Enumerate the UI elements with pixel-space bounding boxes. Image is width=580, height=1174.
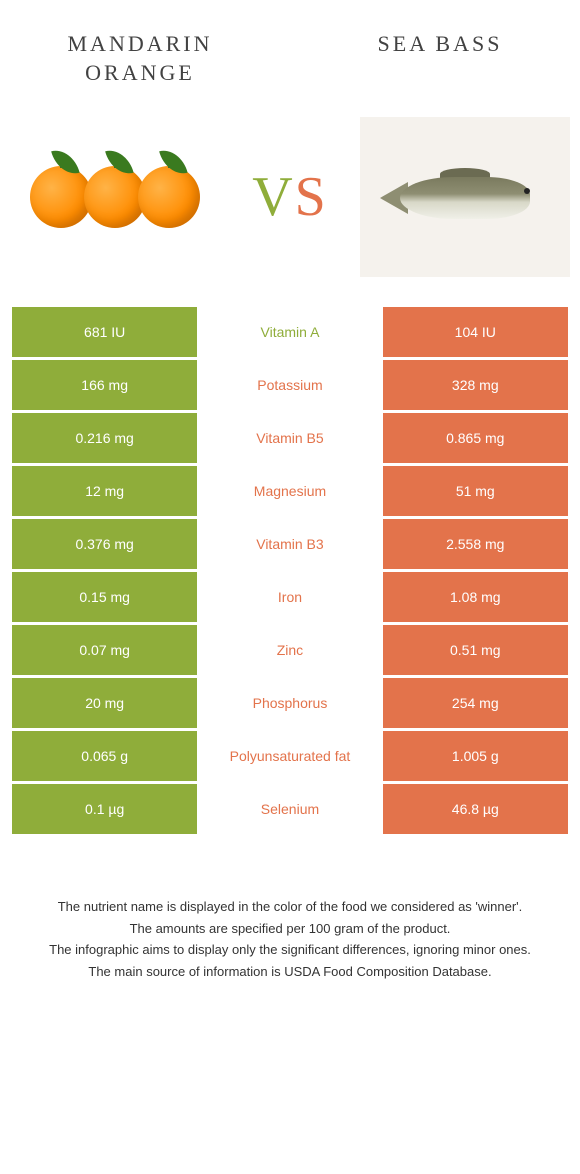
left-value-cell: 0.216 mg bbox=[12, 413, 197, 463]
nutrient-name-cell: Zinc bbox=[197, 625, 382, 675]
left-value-cell: 12 mg bbox=[12, 466, 197, 516]
footer-notes: The nutrient name is displayed in the co… bbox=[0, 837, 580, 1003]
nutrient-name-cell: Vitamin A bbox=[197, 307, 382, 357]
footer-line: The infographic aims to display only the… bbox=[30, 940, 550, 960]
nutrient-name-cell: Phosphorus bbox=[197, 678, 382, 728]
footer-line: The nutrient name is displayed in the co… bbox=[30, 897, 550, 917]
table-row: 12 mgMagnesium51 mg bbox=[12, 466, 568, 516]
nutrient-name-cell: Iron bbox=[197, 572, 382, 622]
right-value-cell: 254 mg bbox=[383, 678, 568, 728]
left-value-cell: 166 mg bbox=[12, 360, 197, 410]
left-value-cell: 681 IU bbox=[12, 307, 197, 357]
vs-s-letter: S bbox=[295, 166, 328, 228]
table-row: 681 IUVitamin A104 IU bbox=[12, 307, 568, 357]
nutrient-name-cell: Vitamin B5 bbox=[197, 413, 382, 463]
left-value-cell: 0.376 mg bbox=[12, 519, 197, 569]
right-value-cell: 2.558 mg bbox=[383, 519, 568, 569]
table-row: 20 mgPhosphorus254 mg bbox=[12, 678, 568, 728]
footer-line: The main source of information is USDA F… bbox=[30, 962, 550, 982]
table-row: 0.1 µgSelenium46.8 µg bbox=[12, 784, 568, 834]
left-food-title: MANDARIN ORANGE bbox=[40, 30, 240, 87]
nutrient-name-cell: Polyunsaturated fat bbox=[197, 731, 382, 781]
nutrient-table: 681 IUVitamin A104 IU166 mgPotassium328 … bbox=[0, 307, 580, 834]
fish-icon bbox=[370, 162, 560, 232]
vs-label: VS bbox=[252, 165, 328, 229]
table-row: 0.15 mgIron1.08 mg bbox=[12, 572, 568, 622]
left-value-cell: 0.15 mg bbox=[12, 572, 197, 622]
nutrient-name-cell: Magnesium bbox=[197, 466, 382, 516]
right-value-cell: 0.51 mg bbox=[383, 625, 568, 675]
left-value-cell: 20 mg bbox=[12, 678, 197, 728]
nutrient-name-cell: Selenium bbox=[197, 784, 382, 834]
left-value-cell: 0.065 g bbox=[12, 731, 197, 781]
header: MANDARIN ORANGE SEA BASS bbox=[0, 0, 580, 97]
right-value-cell: 104 IU bbox=[383, 307, 568, 357]
nutrient-name-cell: Vitamin B3 bbox=[197, 519, 382, 569]
nutrient-name-cell: Potassium bbox=[197, 360, 382, 410]
left-value-cell: 0.1 µg bbox=[12, 784, 197, 834]
table-row: 0.216 mgVitamin B50.865 mg bbox=[12, 413, 568, 463]
right-value-cell: 328 mg bbox=[383, 360, 568, 410]
right-value-cell: 46.8 µg bbox=[383, 784, 568, 834]
left-value-cell: 0.07 mg bbox=[12, 625, 197, 675]
right-value-cell: 51 mg bbox=[383, 466, 568, 516]
sea-bass-image bbox=[360, 117, 570, 277]
vs-row: VS bbox=[0, 97, 580, 307]
right-value-cell: 1.005 g bbox=[383, 731, 568, 781]
table-row: 0.376 mgVitamin B32.558 mg bbox=[12, 519, 568, 569]
footer-line: The amounts are specified per 100 gram o… bbox=[30, 919, 550, 939]
mandarin-orange-image bbox=[10, 117, 220, 277]
vs-v-letter: V bbox=[252, 166, 294, 228]
table-row: 166 mgPotassium328 mg bbox=[12, 360, 568, 410]
right-value-cell: 0.865 mg bbox=[383, 413, 568, 463]
table-row: 0.065 gPolyunsaturated fat1.005 g bbox=[12, 731, 568, 781]
orange-icon bbox=[30, 166, 200, 228]
right-value-cell: 1.08 mg bbox=[383, 572, 568, 622]
right-food-title: SEA BASS bbox=[340, 30, 540, 87]
table-row: 0.07 mgZinc0.51 mg bbox=[12, 625, 568, 675]
